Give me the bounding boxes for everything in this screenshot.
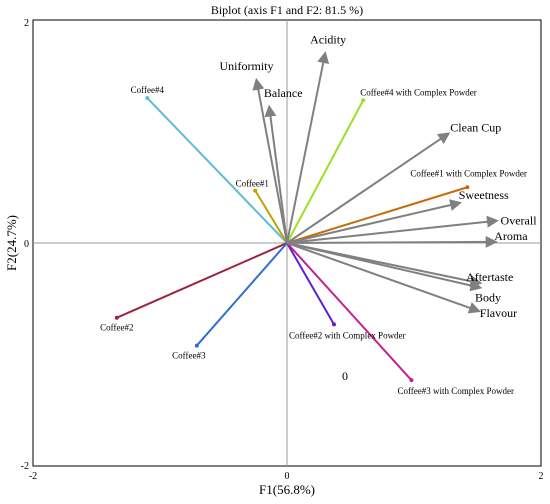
y-tick-label: 0 xyxy=(24,239,29,250)
variable-arrow xyxy=(286,242,482,314)
observation-label: Coffee#1 xyxy=(236,179,269,189)
observation-label: Coffee#1 with Complex Powder xyxy=(410,168,527,178)
variable-arrow xyxy=(286,199,463,244)
variable-arrow xyxy=(286,235,498,248)
observation-label: Coffee#3 xyxy=(172,351,206,361)
observation-label: Coffee#2 with Complex Powder xyxy=(289,330,406,340)
variable-label: Sweetness xyxy=(459,188,509,202)
variable-arrow xyxy=(264,104,288,244)
observation-line xyxy=(254,190,288,244)
observation-label: Coffee#3 with Complex Powder xyxy=(397,386,514,396)
y-axis-label: F2(24.7%) xyxy=(4,215,19,271)
observation-label: Coffee#4 with Complex Powder xyxy=(360,87,477,97)
y-tick-label: 2 xyxy=(24,18,29,29)
variable-arrow xyxy=(286,242,483,292)
variable-label: Clean Cup xyxy=(450,121,501,135)
variable-arrow xyxy=(286,51,330,244)
observation-line xyxy=(286,242,413,381)
observation-point xyxy=(331,322,336,327)
observation-line xyxy=(116,242,288,319)
variable-label: Aroma xyxy=(494,229,528,243)
variable-label: Aftertaste xyxy=(466,270,513,284)
variable-arrow xyxy=(252,77,288,244)
observation-point xyxy=(361,98,366,103)
variable-label: Balance xyxy=(264,86,303,100)
variable-label: Acidity xyxy=(310,32,346,46)
observation-point xyxy=(465,185,470,190)
variable-label: Uniformity xyxy=(220,59,274,73)
variable-label: Overall xyxy=(501,214,538,228)
observation-point xyxy=(145,96,150,101)
observation-point xyxy=(253,188,258,193)
observation-point xyxy=(194,343,199,348)
x-tick-label: 0 xyxy=(285,471,290,482)
variable-label: Flavour xyxy=(480,306,517,320)
observation-line xyxy=(286,186,468,244)
observation-line xyxy=(286,242,335,325)
variable-label: Body xyxy=(475,291,501,305)
labels-layer: Coffee#4 Coffee#4 with Complex Powder Coff… xyxy=(100,32,537,396)
chart-title: Biplot (axis F1 and F2: 81.5 %) xyxy=(211,3,363,17)
y-tick-label: -2 xyxy=(21,461,29,472)
x-tick-label: 2 xyxy=(539,471,544,482)
variable-arrow xyxy=(286,132,451,244)
observation-line xyxy=(286,99,365,244)
variable-arrow xyxy=(286,215,499,244)
vectors-layer xyxy=(114,51,499,383)
observation-point xyxy=(114,315,119,320)
observation-label: Coffee#4 xyxy=(131,85,165,95)
observation-line xyxy=(196,242,288,347)
observation-label: Coffee#2 xyxy=(100,323,133,333)
observation-point xyxy=(409,378,414,383)
x-tick-label: -2 xyxy=(29,471,37,482)
origin-annotation: 0 xyxy=(342,369,348,383)
observation-line xyxy=(146,97,288,244)
x-axis-label: F1(56.8%) xyxy=(259,482,315,497)
